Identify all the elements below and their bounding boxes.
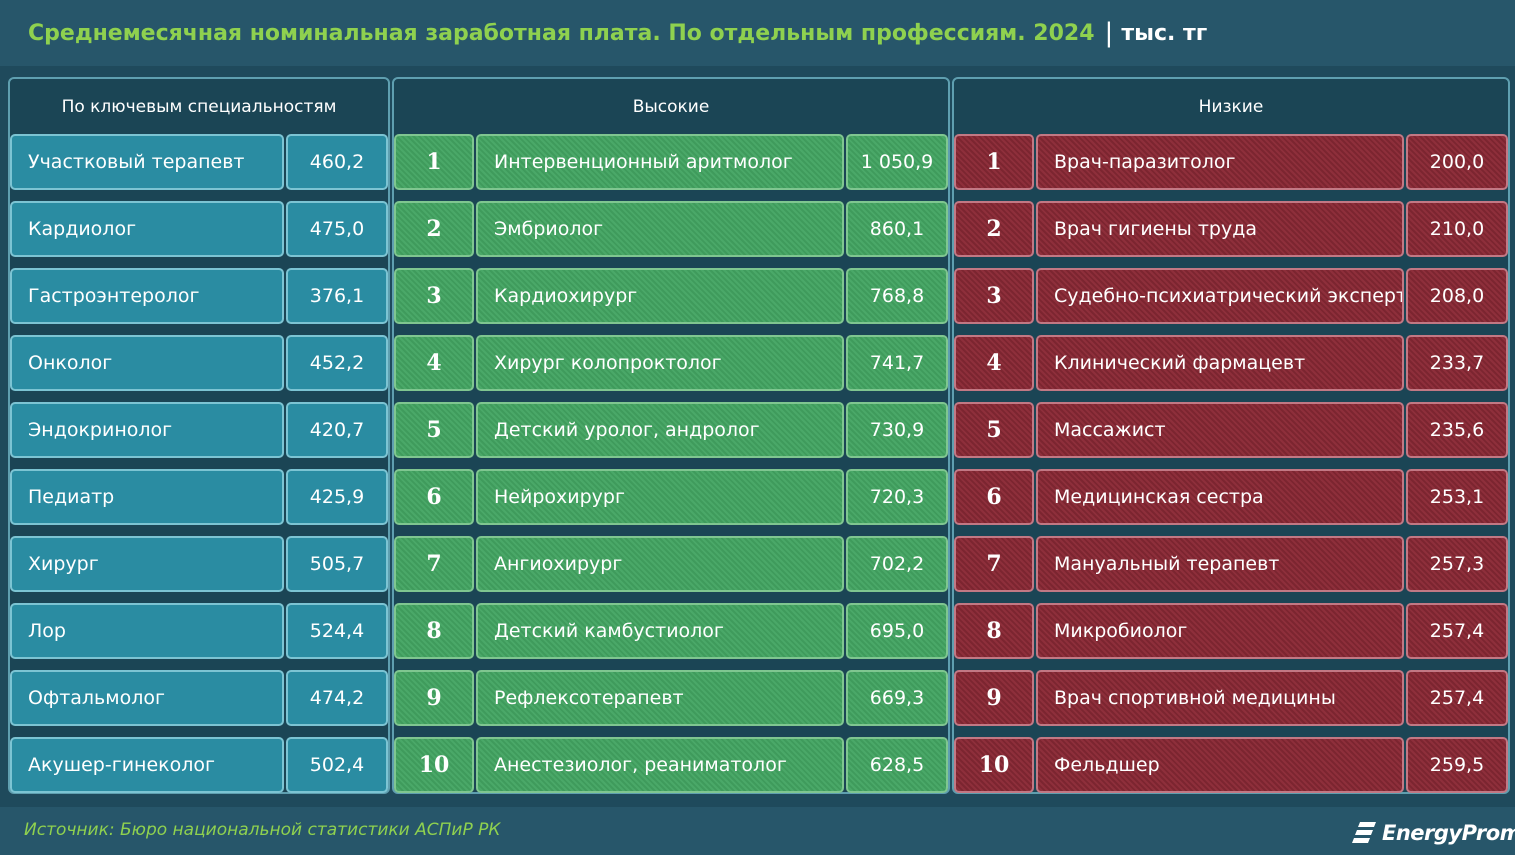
- high-name-cell: Кардиохирург: [476, 268, 844, 324]
- low-rank-cell: 3: [954, 268, 1034, 324]
- low-value-cell: 259,5: [1406, 737, 1508, 793]
- high-name-cell: Детский уролог, андролог: [476, 402, 844, 458]
- high-rank-cell: 2: [394, 201, 474, 257]
- low-value-cell: 257,3: [1406, 536, 1508, 592]
- panel-header-high: Высокие: [632, 97, 710, 117]
- panel-header-key: По ключевым специальностям: [61, 97, 337, 117]
- key-name-cell: Участковый терапевт: [10, 134, 284, 190]
- key-value-cell: 502,4: [286, 737, 388, 793]
- key-name-cell: Гастроэнтеролог: [10, 268, 284, 324]
- low-name-cell: Судебно-психиатрический эксперт: [1036, 268, 1404, 324]
- key-specialties-panel: По ключевым специальностям Участковый те…: [8, 77, 390, 794]
- key-value-cell: 376,1: [286, 268, 388, 324]
- low-value-cell: 257,4: [1406, 603, 1508, 659]
- low-rank-cell: 6: [954, 469, 1034, 525]
- low-name-cell: Микробиолог: [1036, 603, 1404, 659]
- low-name-cell: Массажист: [1036, 402, 1404, 458]
- high-value-cell: 1 050,9: [846, 134, 948, 190]
- high-name-cell: Детский камбустиолог: [476, 603, 844, 659]
- key-name-cell: Кардиолог: [10, 201, 284, 257]
- low-rank-cell: 8: [954, 603, 1034, 659]
- low-rank-cell: 2: [954, 201, 1034, 257]
- high-value-cell: 741,7: [846, 335, 948, 391]
- high-name-cell: Интервенционный аритмолог: [476, 134, 844, 190]
- high-value-cell: 720,3: [846, 469, 948, 525]
- low-value-cell: 253,1: [1406, 469, 1508, 525]
- low-salaries-panel: Низкие 1 Врач-паразитолог 200,0 2 Врач гигие…: [952, 77, 1510, 794]
- footer-bar: [0, 807, 1515, 855]
- logo-text: EnergyProm: [1382, 821, 1515, 845]
- key-value-cell: 460,2: [286, 134, 388, 190]
- high-rank-cell: 6: [394, 469, 474, 525]
- low-value-cell: 233,7: [1406, 335, 1508, 391]
- low-value-cell: 208,0: [1406, 268, 1508, 324]
- key-name-cell: Онколог: [10, 335, 284, 391]
- energyprom-logo: EnergyProm: [1352, 816, 1515, 850]
- key-name-cell: Эндокринолог: [10, 402, 284, 458]
- key-name-cell: Акушер-гинеколог: [10, 737, 284, 793]
- low-rank-cell: 9: [954, 670, 1034, 726]
- high-name-cell: Хирург колопроктолог: [476, 335, 844, 391]
- low-name-cell: Врач спортивной медицины: [1036, 670, 1404, 726]
- high-value-cell: 730,9: [846, 402, 948, 458]
- high-name-cell: Ангиохирург: [476, 536, 844, 592]
- high-salaries-panel: Высокие 1 Интервенционный аритмолог 1 050,…: [392, 77, 950, 794]
- high-rank-cell: 10: [394, 737, 474, 793]
- header-bar: Среднемесячная номинальная заработная пл…: [0, 0, 1515, 66]
- key-value-cell: 474,2: [286, 670, 388, 726]
- key-name-cell: Хирург: [10, 536, 284, 592]
- low-name-cell: Фельдшер: [1036, 737, 1404, 793]
- key-name-cell: Лор: [10, 603, 284, 659]
- low-rank-cell: 1: [954, 134, 1034, 190]
- title-text: Среднемесячная номинальная заработная пл…: [28, 20, 1095, 46]
- high-rank-cell: 4: [394, 335, 474, 391]
- key-value-cell: 505,7: [286, 536, 388, 592]
- low-name-cell: Медицинская сестра: [1036, 469, 1404, 525]
- high-rank-cell: 8: [394, 603, 474, 659]
- source-note: Источник: Бюро национальной статистики А…: [24, 820, 501, 840]
- high-value-cell: 860,1: [846, 201, 948, 257]
- key-value-cell: 452,2: [286, 335, 388, 391]
- key-value-cell: 524,4: [286, 603, 388, 659]
- low-name-cell: Клинический фармацевт: [1036, 335, 1404, 391]
- high-rank-cell: 9: [394, 670, 474, 726]
- high-value-cell: 695,0: [846, 603, 948, 659]
- low-value-cell: 257,4: [1406, 670, 1508, 726]
- low-value-cell: 235,6: [1406, 402, 1508, 458]
- high-rank-cell: 5: [394, 402, 474, 458]
- low-name-cell: Мануальный терапевт: [1036, 536, 1404, 592]
- high-name-cell: Рефлексотерапевт: [476, 670, 844, 726]
- key-value-cell: 420,7: [286, 402, 388, 458]
- low-rank-cell: 5: [954, 402, 1034, 458]
- key-value-cell: 475,0: [286, 201, 388, 257]
- unit-label: тыс. тг: [1121, 20, 1208, 46]
- high-name-cell: Нейрохирург: [476, 469, 844, 525]
- key-value-cell: 425,9: [286, 469, 388, 525]
- energyprom-logo-icon: [1352, 822, 1376, 843]
- low-name-cell: Врач гигиены труда: [1036, 201, 1404, 257]
- key-name-cell: Офтальмолог: [10, 670, 284, 726]
- high-value-cell: 628,5: [846, 737, 948, 793]
- key-name-cell: Педиатр: [10, 469, 284, 525]
- low-rank-cell: 7: [954, 536, 1034, 592]
- high-rank-cell: 3: [394, 268, 474, 324]
- high-rank-cell: 7: [394, 536, 474, 592]
- low-name-cell: Врач-паразитолог: [1036, 134, 1404, 190]
- high-value-cell: 768,8: [846, 268, 948, 324]
- high-name-cell: Эмбриолог: [476, 201, 844, 257]
- low-value-cell: 210,0: [1406, 201, 1508, 257]
- low-rank-cell: 10: [954, 737, 1034, 793]
- high-value-cell: 702,2: [846, 536, 948, 592]
- high-name-cell: Анестезиолог, реаниматолог: [476, 737, 844, 793]
- high-rank-cell: 1: [394, 134, 474, 190]
- chart-title: Среднемесячная номинальная заработная пл…: [28, 18, 1207, 48]
- panel-header-low: Низкие: [1198, 97, 1264, 117]
- low-rank-cell: 4: [954, 335, 1034, 391]
- low-value-cell: 200,0: [1406, 134, 1508, 190]
- title-separator: |: [1104, 18, 1114, 48]
- high-value-cell: 669,3: [846, 670, 948, 726]
